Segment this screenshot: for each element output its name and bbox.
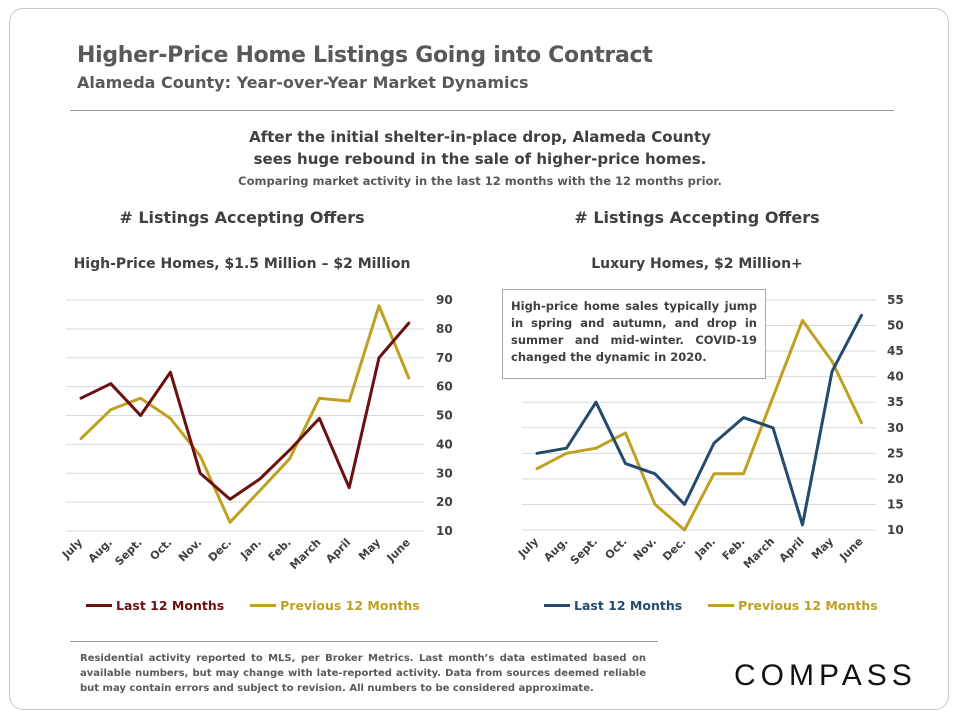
- y-tick-label: 20: [436, 495, 453, 509]
- legend-label: Last 12 Months: [116, 598, 225, 613]
- x-tick-label: April: [777, 535, 807, 565]
- y-tick-label: 50: [887, 319, 904, 333]
- title-divider: [70, 110, 894, 111]
- legend-label: Last 12 Months: [574, 598, 683, 613]
- y-tick-label: 10: [436, 524, 453, 538]
- legend-swatch: [708, 604, 735, 607]
- x-tick-label: April: [323, 536, 353, 566]
- left-chart-subtitle: High-Price Homes, $1.5 Million – $2 Mill…: [73, 256, 411, 272]
- y-tick-label: 80: [436, 322, 453, 336]
- compass-logo: COMPASS: [734, 659, 917, 692]
- legend-label: Previous 12 Months: [738, 598, 878, 613]
- x-tick-label: Sept.: [568, 535, 600, 567]
- series-line-previous-12-months: [535, 318, 863, 532]
- left-legend: Last 12 Months Previous 12 Months: [86, 598, 446, 613]
- legend-item-last: Last 12 Months: [86, 598, 224, 613]
- x-tick-label: June: [384, 536, 413, 565]
- left-chart-title: # Listings Accepting Offers: [119, 208, 365, 227]
- x-tick-label: Dec.: [206, 536, 234, 564]
- footnote: Residential activity reported to MLS, pe…: [80, 653, 646, 694]
- y-tick-label: 50: [436, 409, 453, 423]
- y-tick-label: 35: [887, 395, 904, 409]
- y-tick-label: 40: [436, 437, 453, 451]
- headline-line-1: After the initial shelter-in-place drop,…: [249, 128, 711, 146]
- x-tick-label: May: [809, 535, 836, 562]
- series-line-last-12-months: [535, 313, 863, 527]
- y-tick-label: 30: [436, 466, 453, 480]
- y-tick-label: 90: [436, 293, 453, 307]
- y-tick-label: 20: [887, 472, 904, 486]
- x-tick-label: Jan.: [237, 536, 264, 563]
- headline-caption: Comparing market activity in the last 12…: [238, 174, 722, 188]
- legend-item-previous: Previous 12 Months: [250, 598, 420, 613]
- x-tick-label: Jan.: [692, 535, 719, 562]
- y-tick-label: 70: [436, 351, 453, 365]
- headline-line-2: sees huge rebound in the sale of higher-…: [253, 150, 707, 168]
- footer-divider: [70, 641, 658, 642]
- y-tick-label: 10: [887, 523, 904, 537]
- y-tick-label: 45: [887, 344, 904, 358]
- x-tick-label: March: [741, 535, 777, 571]
- legend-label: Previous 12 Months: [280, 598, 420, 613]
- x-tick-label: Oct.: [603, 535, 630, 562]
- page-subtitle: Alameda County: Year-over-Year Market Dy…: [77, 73, 529, 92]
- legend-item-last: Last 12 Months: [544, 598, 682, 613]
- legend-swatch: [544, 604, 570, 607]
- y-tick-label: 60: [436, 380, 453, 394]
- y-tick-label: 40: [887, 370, 904, 384]
- x-tick-label: June: [836, 535, 865, 564]
- y-tick-label: 55: [887, 293, 904, 307]
- x-tick-label: Aug.: [541, 535, 570, 564]
- y-tick-label: 30: [887, 421, 904, 435]
- annotation-box: High-price home sales typically jump in …: [502, 289, 766, 379]
- x-tick-label: May: [356, 536, 383, 563]
- right-chart-title: # Listings Accepting Offers: [574, 208, 820, 227]
- series-line-previous-12-months: [79, 304, 411, 524]
- x-tick-label: Aug.: [86, 536, 115, 565]
- page-title: Higher-Price Home Listings Going into Co…: [77, 43, 653, 68]
- legend-swatch: [86, 604, 112, 607]
- x-tick-label: July: [515, 535, 541, 561]
- slide-frame: [9, 8, 949, 710]
- x-tick-label: July: [59, 536, 85, 562]
- left-line-chart: 10 20 30 40 50 60 70 80 90 July Aug.Sept. Oct. Nov. D…: [59, 293, 453, 572]
- right-chart-subtitle: Luxury Homes, $2 Million+: [591, 256, 803, 272]
- x-tick-label: Oct.: [147, 536, 174, 563]
- x-tick-label: Nov.: [631, 535, 659, 563]
- legend-item-previous: Previous 12 Months: [708, 598, 878, 613]
- x-tick-label: Nov.: [176, 536, 204, 564]
- y-tick-label: 15: [887, 497, 904, 511]
- legend-swatch: [250, 604, 277, 607]
- series-line-last-12-months: [79, 321, 411, 501]
- x-tick-label: Sept.: [112, 536, 144, 568]
- y-tick-label: 25: [887, 446, 904, 460]
- x-tick-label: March: [287, 536, 323, 572]
- right-legend: Last 12 Months Previous 12 Months: [544, 598, 904, 613]
- x-tick-label: Dec.: [660, 535, 688, 563]
